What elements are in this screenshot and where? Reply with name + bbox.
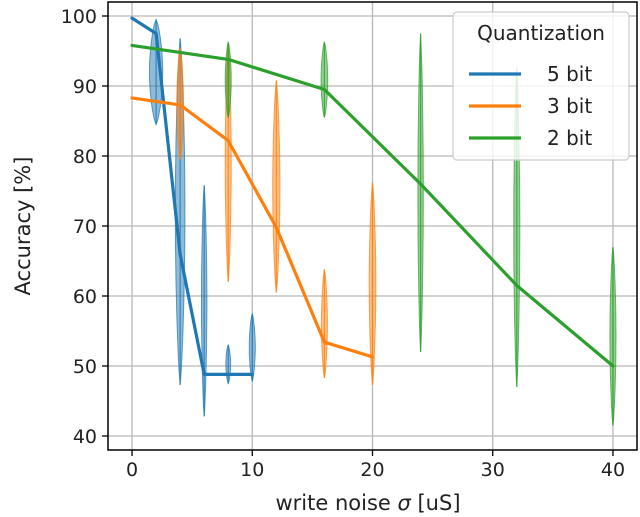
legend-label-3-bit: 3 bit: [547, 94, 592, 118]
legend-label-2-bit: 2 bit: [547, 126, 592, 150]
series-line-3-bit: [130, 96, 375, 359]
x-tick-label: 40: [601, 459, 625, 481]
tick-layer: 0 10 20 30 40 40 50 60 70 80 90 100: [61, 6, 625, 481]
series-line-5-bit: [130, 16, 254, 376]
y-tick-label: 100: [61, 6, 97, 28]
x-tick-label: 10: [240, 459, 264, 481]
legend: Quantization 5 bit 3 bit 2 bit: [452, 11, 630, 161]
y-tick-label: 70: [73, 216, 97, 238]
y-tick-label: 90: [73, 76, 97, 98]
y-tick-label: 50: [73, 356, 97, 378]
y-tick-label: 80: [73, 146, 97, 168]
x-axis-label-symbol: σ: [398, 491, 412, 515]
x-axis-label-suffix: [uS]: [411, 491, 461, 515]
x-axis-label-prefix: write noise: [275, 491, 397, 515]
line-layer: [130, 16, 615, 376]
legend-box: [452, 11, 630, 161]
x-tick-label: 0: [126, 459, 138, 481]
y-tick-label: 60: [73, 286, 97, 308]
legend-title: Quantization: [477, 21, 605, 45]
x-axis-label: write noise σ [uS]: [275, 491, 460, 515]
y-tick-label: 40: [73, 426, 97, 448]
x-tick-label: 30: [481, 459, 505, 481]
legend-label-5-bit: 5 bit: [547, 62, 592, 86]
y-axis-label: Accuracy [%]: [11, 157, 35, 296]
series-line-2-bit: [130, 43, 615, 368]
x-tick-label: 20: [360, 459, 384, 481]
